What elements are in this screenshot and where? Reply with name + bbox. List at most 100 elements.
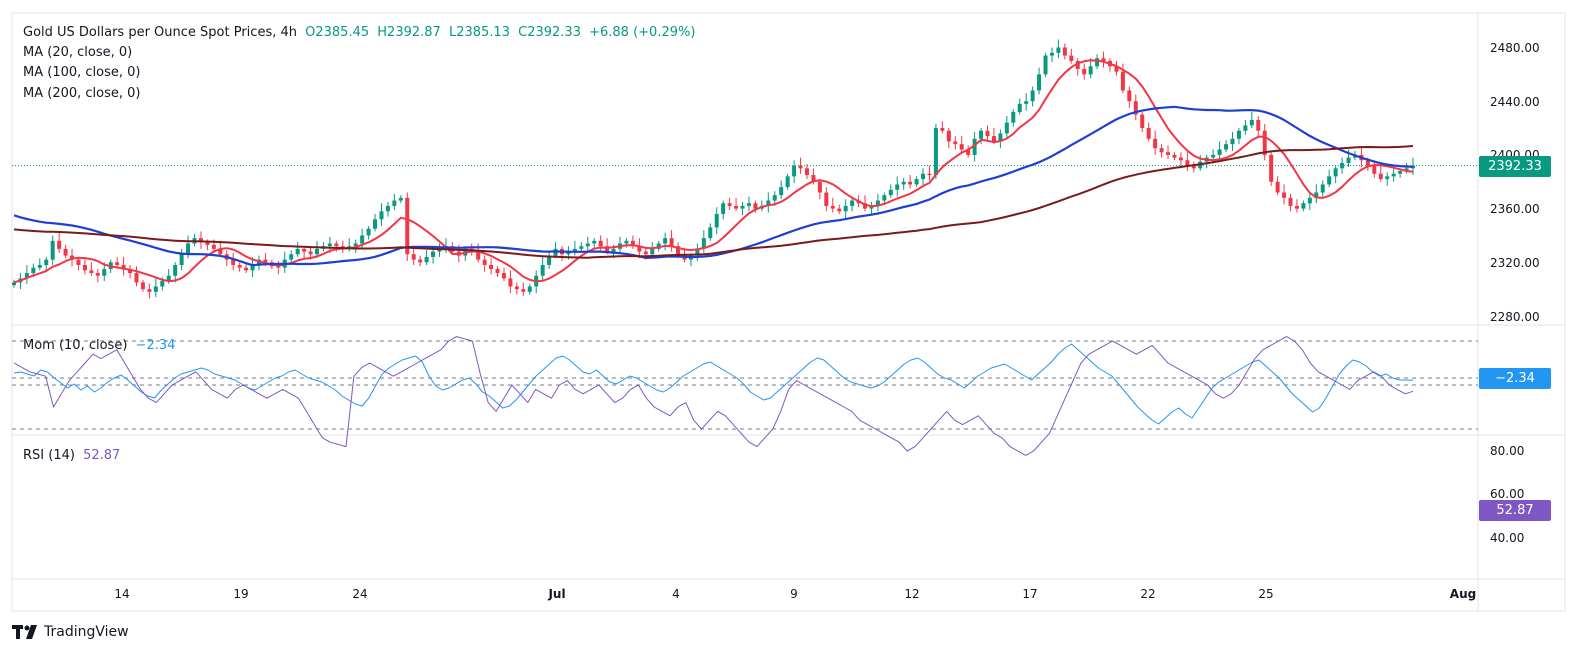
- candle-body: [50, 240, 55, 260]
- candle-body: [327, 243, 332, 247]
- candle-body: [70, 255, 75, 260]
- candle-body: [521, 289, 526, 292]
- candle-body: [153, 286, 158, 292]
- candle-body: [1140, 114, 1145, 129]
- ma200-legend[interactable]: MA (200, close, 0): [23, 86, 141, 101]
- candle-body: [1024, 101, 1029, 104]
- candle-body: [205, 242, 210, 245]
- candle-body: [650, 248, 655, 255]
- ma200-line: [13, 145, 1414, 259]
- candle-body: [121, 264, 126, 270]
- candle-body: [676, 246, 681, 255]
- price-badge: 2392.33: [1479, 156, 1551, 177]
- candle-body: [701, 238, 706, 249]
- ma100-legend[interactable]: MA (100, close, 0): [23, 65, 141, 80]
- rsi-pane: [13, 336, 1414, 456]
- candle-body: [392, 200, 397, 206]
- candle-body: [1307, 197, 1312, 204]
- candle-body: [431, 251, 436, 257]
- candle-body: [1056, 47, 1061, 53]
- candle-body: [379, 211, 384, 220]
- candle-body: [547, 255, 552, 265]
- x-tick: 19: [233, 587, 249, 601]
- candle-body: [1404, 168, 1409, 172]
- candle-body: [1062, 47, 1067, 56]
- ma20-legend[interactable]: MA (20, close, 0): [23, 45, 133, 60]
- candle-body: [1185, 160, 1190, 166]
- close-value: C2392.33: [518, 25, 581, 40]
- candle-body: [1114, 66, 1119, 72]
- candle-body: [637, 246, 642, 252]
- candle-body: [740, 205, 745, 209]
- candle-body: [1385, 176, 1390, 180]
- candle-body: [1146, 128, 1151, 139]
- candle-body: [1004, 122, 1009, 134]
- candle-body: [302, 248, 307, 252]
- candle-body: [721, 203, 726, 214]
- candle-body: [901, 181, 906, 185]
- candle-body: [360, 235, 365, 244]
- candle-body: [1411, 165, 1415, 169]
- candle-body: [495, 269, 500, 274]
- candle-body: [785, 176, 790, 188]
- candle-body: [411, 254, 416, 260]
- candle-body: [179, 254, 184, 265]
- candle-body: [489, 264, 494, 270]
- x-tick: 24: [352, 587, 368, 601]
- open-value: O2385.45: [305, 25, 370, 40]
- candle-body: [966, 149, 971, 155]
- price-tick: 2320.00: [1490, 256, 1540, 270]
- candle-body: [482, 259, 487, 265]
- symbol-title: Gold US Dollars per Ounce Spot Prices, 4…: [23, 25, 297, 40]
- candle-body: [630, 240, 635, 247]
- candle-body: [830, 205, 835, 209]
- candle-body: [1256, 119, 1261, 131]
- candle-body: [753, 203, 758, 209]
- candle-body: [979, 130, 984, 139]
- candle-body: [1288, 197, 1293, 206]
- change-value: +6.88 (+0.29%): [589, 25, 696, 40]
- candle-body: [140, 282, 145, 290]
- momentum-pane: [12, 343, 1478, 425]
- grid: [11, 12, 1566, 612]
- rsi-legend[interactable]: RSI (14) 52.87: [23, 447, 124, 465]
- candle-body: [914, 179, 919, 185]
- candle-body: [798, 165, 803, 169]
- candle-body: [134, 273, 139, 283]
- candle-body: [772, 195, 777, 201]
- price-legend: Gold US Dollars per Ounce Spot Prices, 4…: [23, 24, 699, 42]
- rsi-tick: 60.00: [1490, 487, 1525, 501]
- candle-body: [882, 195, 887, 201]
- candle-body: [585, 243, 590, 247]
- candle-body: [959, 144, 964, 150]
- candle-body: [295, 248, 300, 255]
- candle-body: [418, 259, 423, 263]
- candle-body: [1011, 111, 1016, 123]
- momentum-legend[interactable]: Mom (10, close) −2.34: [23, 337, 179, 355]
- candle-body: [824, 192, 829, 206]
- candle-body: [353, 243, 358, 247]
- candle-body: [405, 197, 410, 255]
- candle-body: [1101, 58, 1106, 61]
- candle-body: [398, 197, 403, 201]
- candle-body: [218, 248, 223, 255]
- candle-body: [250, 264, 255, 271]
- rsi-tick: 80.00: [1490, 444, 1525, 458]
- price-tick: 2360.00: [1490, 202, 1540, 216]
- rsi-badge: 52.87: [1479, 500, 1551, 521]
- candle-body: [166, 275, 171, 282]
- candle-body: [1294, 205, 1299, 209]
- x-tick: 12: [904, 587, 920, 601]
- rsi-label: RSI (14): [23, 448, 75, 463]
- candle-body: [1166, 152, 1171, 155]
- candle-body: [579, 246, 584, 249]
- candle-body: [476, 251, 481, 260]
- candle-body: [695, 248, 700, 256]
- rsi-tick: 40.00: [1490, 531, 1525, 545]
- brand-logo[interactable]: TradingView: [12, 624, 129, 640]
- candle-body: [514, 286, 519, 290]
- x-tick: 22: [1140, 587, 1156, 601]
- candle-body: [1243, 125, 1248, 131]
- price-tick: 2440.00: [1490, 95, 1540, 109]
